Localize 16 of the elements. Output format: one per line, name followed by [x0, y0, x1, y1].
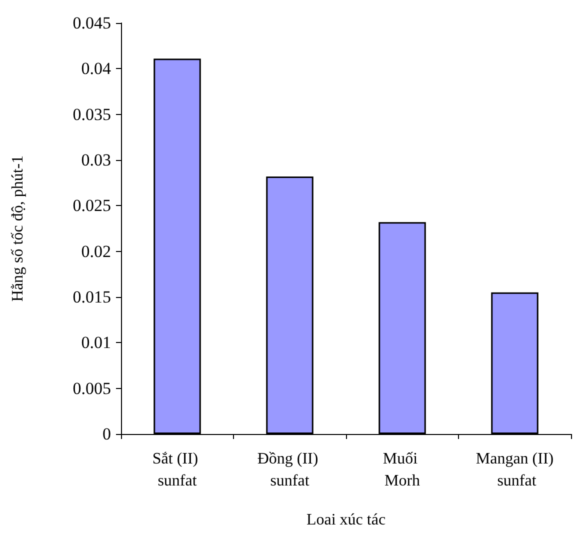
x-tick-label: Muối Morh: [382, 450, 422, 490]
y-axis-title: Hằng số tốc độ, phút-1: [10, 155, 26, 302]
x-axis-title: Loai xúc tác: [306, 512, 386, 528]
x-tick-label: Đồng (II) sunfat: [257, 450, 322, 490]
y-tick-label: 0.04: [81, 59, 112, 78]
y-tick-label: 0: [102, 424, 111, 444]
y-tick-label: 0.035: [72, 104, 111, 124]
y-tick-label: 0.025: [72, 196, 111, 216]
y-tick-label: 0.03: [81, 150, 111, 170]
y-tick-label: 0.02: [81, 242, 111, 261]
y-tick-label: 0.045: [72, 14, 111, 32]
x-tick-label: Sắt (II) sunfat: [152, 450, 202, 490]
y-tick-label: 0.01: [81, 333, 111, 352]
y-tick-label: 0.015: [72, 288, 111, 306]
x-tick-label: Mangan (II) sunfat: [476, 450, 554, 490]
y-tick-label: 0.005: [72, 378, 111, 398]
